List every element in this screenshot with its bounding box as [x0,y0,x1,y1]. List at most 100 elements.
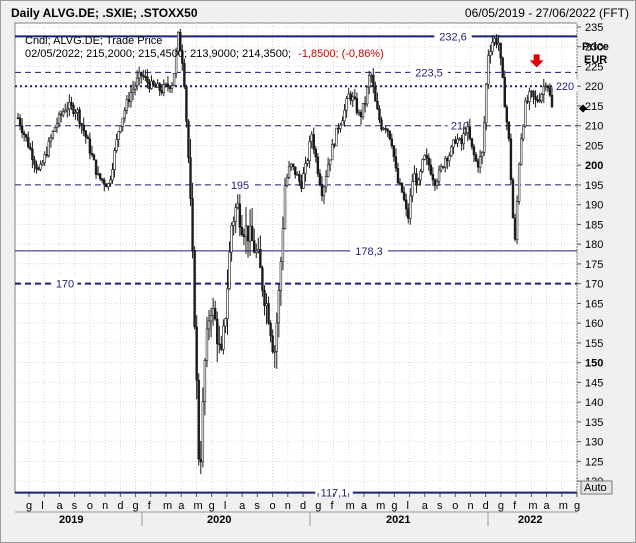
x-month-label: g [315,500,321,512]
candle-body [376,100,379,110]
y-tick-label: 175 [585,259,603,271]
candle-body [384,128,387,130]
last-price-marker [579,104,587,113]
candle-body [61,111,65,116]
chart-title: Daily ALVG.DE; .SXIE; .STOXX50 [11,6,198,20]
candle-body [66,108,69,111]
candle-body [265,303,268,307]
legend-line1: Cndl; ALVG.DE; Trade Price [25,35,162,47]
candle-body [452,139,455,148]
candle-body [220,344,223,350]
x-month-label: g [133,500,139,512]
candle-body [263,290,266,307]
x-month-label: l [407,500,409,512]
candle-body [388,130,391,140]
candle-body [273,351,276,353]
candle-body [135,77,139,87]
candle-body [140,71,143,76]
candle-body [380,119,383,130]
candle-body [201,401,205,463]
candle-body [37,168,40,171]
candle-body [193,250,196,328]
candle-body [27,137,30,148]
candle-body [31,148,34,160]
candle-body [528,91,531,102]
date-range: 06/05/2019 - 27/06/2022 (FFT) [464,6,629,20]
candle-body [275,322,278,352]
candle-body [351,96,354,101]
x-axis: g l a s o n d g f m a m g l a s o n d g f m a m g l a s o n d g f m a m g201… [15,493,580,526]
candle-body [441,166,445,168]
x-month-label: l [224,500,226,512]
x-month-label: g [391,500,397,512]
candle-body [156,83,159,88]
candle-body [407,208,410,219]
y-axis-title: Price [582,41,609,53]
level-label: 210 [451,121,469,133]
candle-body [129,92,133,102]
x-month-label: a [544,500,551,512]
candle-body [468,126,472,139]
candle-body [47,140,51,156]
candle-body [242,234,246,237]
candle-body [283,185,287,230]
candle-body [119,126,122,133]
x-month-label: s [72,500,78,512]
candle-body [203,360,207,402]
x-month-label: a [178,500,185,512]
candle-body [343,109,346,122]
candle-body [107,183,110,188]
candle-body [142,75,145,77]
candle-body [20,125,24,134]
candle-body [248,225,252,242]
y-tick-label: 140 [585,397,603,409]
x-month-label: d [483,500,489,512]
x-month-label: d [300,500,306,512]
x-month-label: a [422,500,429,512]
x-month-label: d [117,500,123,512]
candle-body [505,106,509,123]
candle-body [238,203,242,228]
candle-body [94,159,98,175]
last-price-diamond-icon [579,104,587,113]
candle-body [205,328,209,361]
candle-body [269,322,272,337]
level-label-bg [227,177,253,190]
candle-body [103,179,106,185]
x-month-label: g [209,500,215,512]
plot-area[interactable] [14,22,578,494]
candle-body [485,83,488,124]
x-year-label: 2022 [518,514,542,526]
x-month-label: m [346,500,355,512]
candle-body [546,85,550,89]
candle-body [318,173,322,185]
candle-body [57,113,61,124]
auto-scale-label: Auto [584,482,607,494]
y-tick-label: 125 [585,456,603,468]
candle-body [534,96,537,100]
level-label: 178,3 [355,246,383,258]
auto-scale-button[interactable]: Auto [580,480,613,495]
candle-body [476,160,480,168]
candle-body [88,138,92,154]
candle-body [421,158,424,172]
x-month-label: o [270,500,276,512]
level-label: 195 [231,180,249,192]
candle-body [382,128,385,130]
x-month-label: f [148,500,152,512]
candle-body [51,131,55,139]
y-tick-label: 225 [585,61,603,73]
candle-body [357,111,361,114]
candle-body [339,124,342,129]
candle-body [483,122,486,153]
candles [16,28,554,475]
y-tick-label: 190 [585,200,603,212]
x-month-label: n [102,500,108,512]
candle-body [16,117,20,120]
candle-body [423,155,426,160]
candle-body [300,181,303,189]
candle-body [370,74,373,77]
candle-body [437,169,441,182]
candle-body [316,156,320,174]
